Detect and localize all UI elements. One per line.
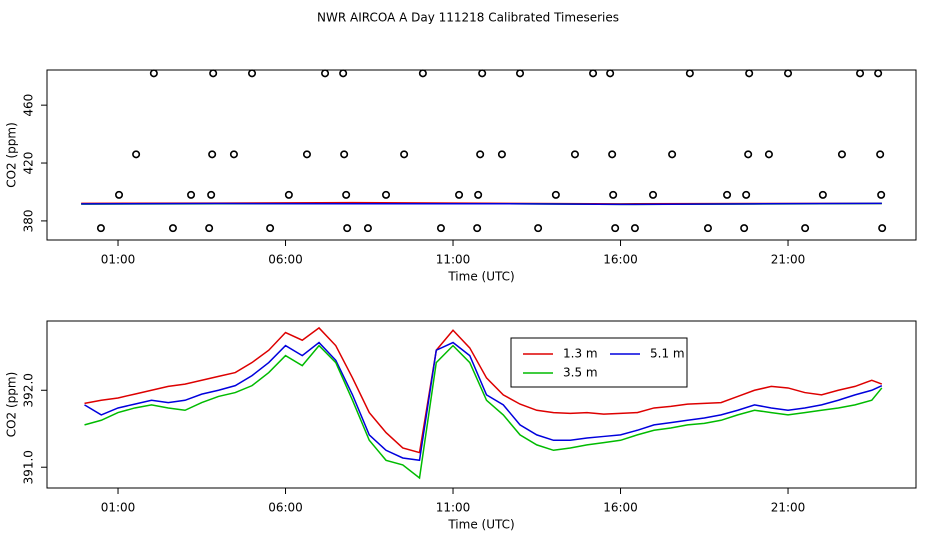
data-point <box>187 190 196 199</box>
y-tick-label: 420 <box>22 152 36 175</box>
data-point <box>551 190 560 199</box>
data-point <box>284 190 293 199</box>
data-point <box>302 150 311 159</box>
data-point <box>764 150 773 159</box>
x-tick-label: 06:00 <box>268 501 303 515</box>
data-point <box>478 69 487 78</box>
series-line <box>81 202 882 206</box>
data-point <box>115 190 124 199</box>
y-tick-label: 460 <box>22 94 36 117</box>
x-tick-label: 06:00 <box>268 253 303 267</box>
data-point <box>876 150 885 159</box>
data-point <box>703 224 712 233</box>
data-point <box>723 190 732 199</box>
data-point <box>96 224 105 233</box>
data-point <box>856 69 865 78</box>
data-point <box>630 224 639 233</box>
data-point <box>436 224 445 233</box>
data-point <box>874 69 883 78</box>
data-point <box>343 224 352 233</box>
data-point <box>132 150 141 159</box>
x-tick-label: 11:00 <box>436 501 471 515</box>
data-point <box>570 150 579 159</box>
data-point <box>339 69 348 78</box>
data-point <box>363 224 372 233</box>
data-point <box>685 69 694 78</box>
data-point <box>168 224 177 233</box>
data-point <box>784 69 793 78</box>
x-tick-label: 21:00 <box>771 501 806 515</box>
data-point <box>400 150 409 159</box>
y-axis-label: CO2 (ppm) <box>5 372 19 438</box>
data-point <box>149 69 158 78</box>
x-axis-label: Time (UTC) <box>447 270 514 284</box>
data-point <box>497 150 506 159</box>
series-line <box>84 326 883 454</box>
data-point <box>248 69 257 78</box>
data-point <box>606 69 615 78</box>
y-tick-label: 391.0 <box>22 450 36 484</box>
data-point <box>207 190 216 199</box>
x-tick-label: 01:00 <box>101 253 136 267</box>
data-point <box>740 224 749 233</box>
data-point <box>321 69 330 78</box>
x-tick-label: 01:00 <box>101 501 136 515</box>
legend-label: 3.5 m <box>563 366 598 380</box>
data-point <box>744 150 753 159</box>
series-line <box>84 341 883 462</box>
data-point <box>209 69 218 78</box>
data-point <box>266 224 275 233</box>
data-point <box>742 190 751 199</box>
data-point <box>668 150 677 159</box>
data-point <box>516 69 525 78</box>
data-point <box>418 69 427 78</box>
data-point <box>649 190 658 199</box>
legend-box <box>510 337 688 388</box>
y-tick-label: 392.0 <box>22 373 36 407</box>
data-point <box>878 224 887 233</box>
data-point <box>534 224 543 233</box>
data-point <box>589 69 598 78</box>
plot-frame <box>46 320 917 489</box>
data-point <box>877 190 886 199</box>
data-point <box>745 69 754 78</box>
data-point <box>608 150 617 159</box>
x-tick-label: 16:00 <box>603 253 638 267</box>
chart-title: NWR AIRCOA A Day 111218 Calibrated Times… <box>317 11 619 25</box>
plot-frame <box>46 69 917 241</box>
data-point <box>818 190 827 199</box>
x-tick-label: 21:00 <box>771 253 806 267</box>
y-tick-label: 380 <box>22 209 36 232</box>
data-point <box>455 190 464 199</box>
data-point <box>382 190 391 199</box>
x-tick-label: 16:00 <box>603 501 638 515</box>
x-tick-label: 11:00 <box>436 253 471 267</box>
data-point <box>340 150 349 159</box>
legend-label: 5.1 m <box>650 347 685 361</box>
legend-label: 1.3 m <box>563 347 598 361</box>
data-point <box>474 190 483 199</box>
data-point <box>208 150 217 159</box>
data-point <box>476 150 485 159</box>
data-point <box>801 224 810 233</box>
data-point <box>229 150 238 159</box>
data-point <box>611 224 620 233</box>
y-axis-label: CO2 (ppm) <box>5 122 19 188</box>
series-line <box>84 344 883 480</box>
x-axis-label: Time (UTC) <box>447 518 514 532</box>
data-point <box>205 224 214 233</box>
data-point <box>473 224 482 233</box>
data-point <box>342 190 351 199</box>
data-point <box>837 150 846 159</box>
data-point <box>609 190 618 199</box>
